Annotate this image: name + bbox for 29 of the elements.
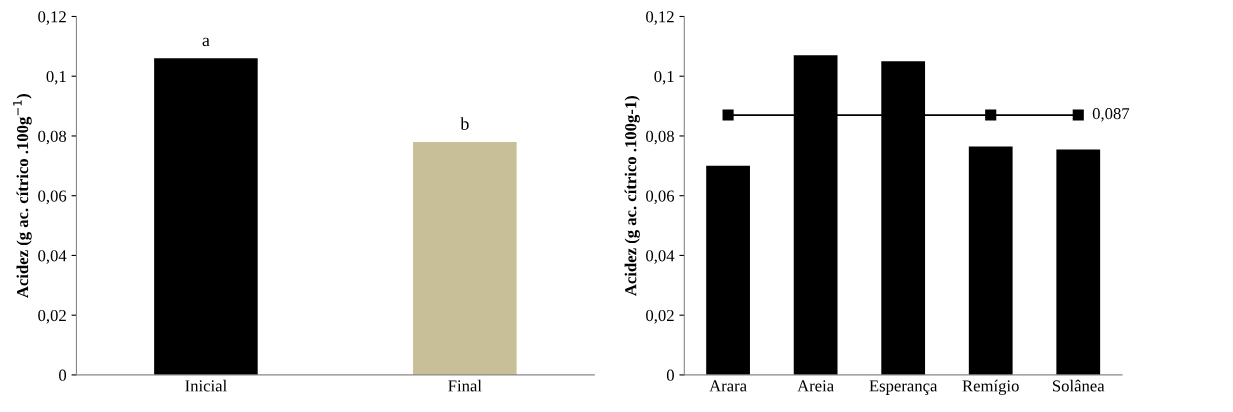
annotation: b [460,117,469,130]
x-tick-label: Solânea [1052,379,1105,392]
y-tick-label: 0 [666,369,674,381]
y-tick-label: 0 [59,369,67,381]
y-tick-label: 0,08 [38,130,67,145]
bar [1056,149,1101,375]
bar [968,146,1013,375]
y-tick-label: 0,1 [654,70,674,85]
y-tick-label: 0,02 [38,309,66,324]
data-label: 0,087 [1092,107,1130,122]
y-tick-label: 0,06 [646,190,675,205]
x-tick-label: Areia [797,380,834,392]
x-tick-label: Final [448,379,482,392]
y-tick-label: 0,06 [38,190,67,205]
bar [706,165,750,375]
annotation: a [202,37,210,47]
y-tick-label: 0,04 [38,250,67,264]
x-tick-label: Remígio [962,379,1019,395]
y-tick-label: 0,1 [46,70,66,85]
y-tick-label: 0,02 [646,309,674,324]
y-tick-label: 0,08 [646,130,674,145]
x-tick-label: Inicial [185,379,227,392]
y-tick-label: 0,12 [38,11,66,25]
x-tick-label: Esperança [869,380,938,395]
y-tick-label: 0,04 [646,250,675,264]
y-axis-title: Acidez (g ac. cítrico .100g$^{−1}$) [13,94,32,298]
y-axis-title: Acidez (g ac. cítrico .100g-1) [624,96,640,296]
x-tick-label: Arara [709,380,747,392]
y-tick-label: 0,12 [646,11,674,25]
